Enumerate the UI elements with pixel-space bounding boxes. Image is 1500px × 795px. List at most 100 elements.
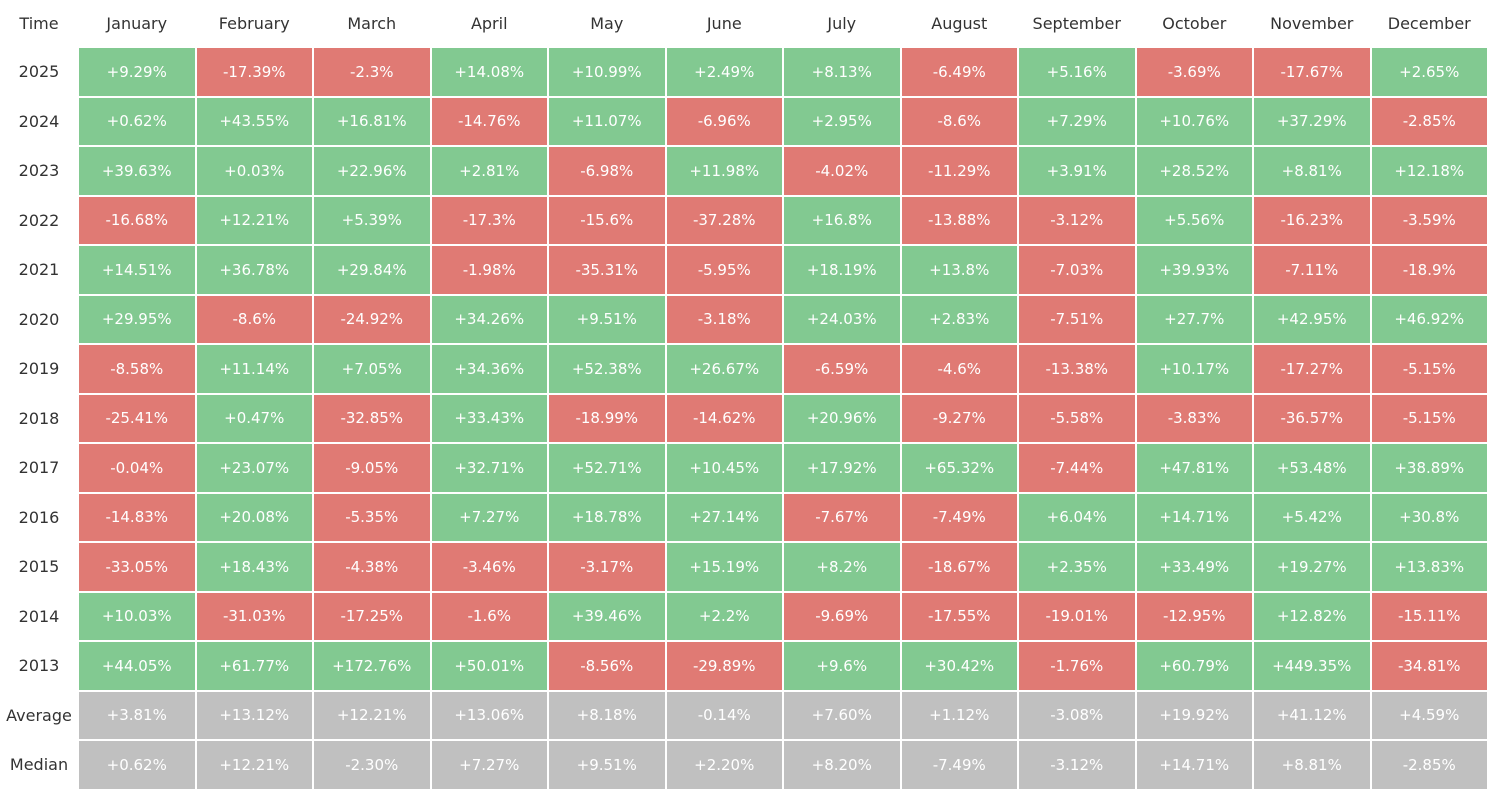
value-cell: +42.95% [1254,295,1370,343]
value-cell: -14.76% [431,97,547,145]
value-cell: -5.95% [666,246,782,294]
value-cell: +18.43% [196,543,312,591]
value-cell: +9.51% [549,295,665,343]
column-header: February [218,14,290,33]
column-header: April [470,14,508,33]
value-cell: -35.31% [549,246,665,294]
value-cell: +10.03% [79,592,195,640]
value-cell: -18.99% [549,394,665,442]
value-cell: -9.69% [784,592,900,640]
value-cell: -3.59% [1371,196,1487,244]
value-cell: +17.92% [784,444,900,492]
value-cell: +2.2% [666,592,782,640]
value-cell: -13.38% [1019,345,1135,393]
value-cell: -8.6% [196,295,312,343]
value-cell: +11.07% [549,97,665,145]
value-cell: -1.98% [431,246,547,294]
column-header: September [1032,14,1121,33]
value-cell: +39.46% [549,592,665,640]
value-cell: +18.19% [784,246,900,294]
value-cell: -4.02% [784,147,900,195]
value-cell: -4.6% [901,345,1017,393]
value-cell: +14.71% [1136,741,1252,789]
value-cell: +7.05% [314,345,430,393]
value-cell: -2.85% [1371,741,1487,789]
value-cell: -37.28% [666,196,782,244]
value-cell: -33.05% [79,543,195,591]
value-cell: +18.78% [549,493,665,541]
value-cell: -2.3% [314,48,430,96]
value-cell: -14.83% [79,493,195,541]
value-cell: +14.08% [431,48,547,96]
value-cell: -9.05% [314,444,430,492]
value-cell: +9.51% [549,741,665,789]
value-cell: -8.6% [901,97,1017,145]
value-cell: +30.42% [901,642,1017,690]
value-cell: -7.51% [1019,295,1135,343]
row-label: 2024 [18,111,60,131]
value-cell: +11.14% [196,345,312,393]
value-cell: -32.85% [314,394,430,442]
value-cell: +13.8% [901,246,1017,294]
value-cell: -25.41% [79,394,195,442]
value-cell: +13.06% [431,691,547,739]
value-cell: +5.16% [1019,48,1135,96]
value-cell: +29.95% [79,295,195,343]
value-cell: -5.15% [1371,394,1487,442]
value-cell: -5.35% [314,493,430,541]
value-cell: +11.98% [666,147,782,195]
column-header: January [106,14,168,33]
value-cell: +7.27% [431,741,547,789]
value-cell: -17.39% [196,48,312,96]
value-cell: +4.59% [1371,691,1487,739]
value-cell: -14.62% [666,394,782,442]
column-header: December [1387,14,1471,33]
row-label: 2017 [18,458,60,478]
value-cell: +19.92% [1136,691,1252,739]
value-cell: +30.8% [1371,493,1487,541]
value-cell: +5.42% [1254,493,1370,541]
row-label: 2020 [18,309,60,329]
row-label: 2016 [18,507,60,527]
value-cell: +32.71% [431,444,547,492]
column-header: Time [19,14,59,33]
value-cell: -3.08% [1019,691,1135,739]
value-cell: +53.48% [1254,444,1370,492]
value-cell: -5.58% [1019,394,1135,442]
value-cell: -0.14% [666,691,782,739]
value-cell: -18.67% [901,543,1017,591]
value-cell: +0.62% [79,741,195,789]
value-cell: +22.96% [314,147,430,195]
value-cell: -24.92% [314,295,430,343]
value-cell: -2.85% [1371,97,1487,145]
row-label: 2013 [18,656,60,676]
value-cell: +3.91% [1019,147,1135,195]
row-label: 2019 [18,359,60,379]
value-cell: -3.12% [1019,741,1135,789]
value-cell: +2.35% [1019,543,1135,591]
value-cell: +7.27% [431,493,547,541]
value-cell: +61.77% [196,642,312,690]
value-cell: +8.2% [784,543,900,591]
value-cell: +23.07% [196,444,312,492]
value-cell: +65.32% [901,444,1017,492]
value-cell: +39.93% [1136,246,1252,294]
value-cell: +12.21% [196,196,312,244]
value-cell: +27.14% [666,493,782,541]
value-cell: -29.89% [666,642,782,690]
value-cell: -0.04% [79,444,195,492]
value-cell: +13.83% [1371,543,1487,591]
value-cell: -31.03% [196,592,312,640]
value-cell: +41.12% [1254,691,1370,739]
value-cell: -7.49% [901,741,1017,789]
value-cell: +20.96% [784,394,900,442]
value-cell: +14.51% [79,246,195,294]
value-cell: +15.19% [666,543,782,591]
row-label: Average [6,705,72,725]
value-cell: +24.03% [784,295,900,343]
value-cell: +8.81% [1254,741,1370,789]
value-cell: +7.29% [1019,97,1135,145]
value-cell: +2.49% [666,48,782,96]
value-cell: +2.20% [666,741,782,789]
value-cell: +20.08% [196,493,312,541]
